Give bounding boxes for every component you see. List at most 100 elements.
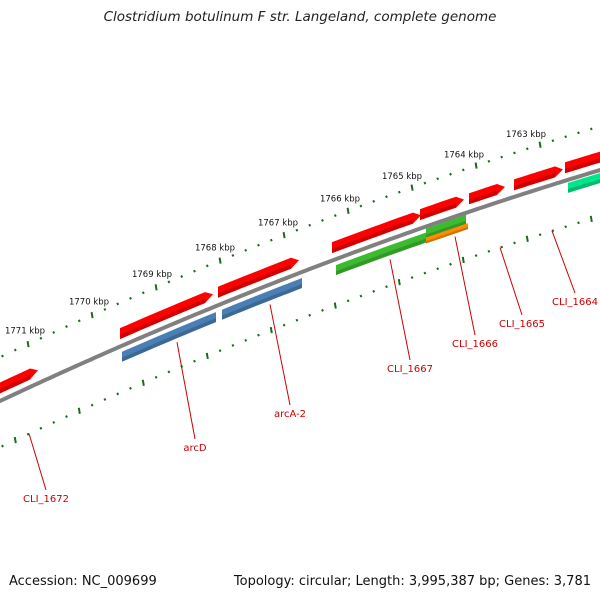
minor-tick: [129, 296, 132, 300]
gene-arca-2-feature[interactable]: [222, 278, 302, 320]
minor-tick: [385, 195, 388, 199]
gene-feature[interactable]: [426, 223, 468, 244]
minor-tick: [589, 127, 593, 131]
minor-tick: [154, 375, 158, 379]
minor-tick: [193, 269, 196, 273]
gene-cli-1663-feature[interactable]: [565, 148, 600, 174]
major-tick: [90, 311, 94, 319]
minor-tick: [231, 343, 235, 347]
minor-tick: [167, 280, 171, 284]
minor-tick: [551, 139, 555, 143]
minor-tick: [218, 349, 222, 353]
major-tick: [461, 256, 465, 264]
minor-tick: [513, 151, 516, 155]
major-tick: [218, 257, 222, 264]
minor-tick: [474, 254, 478, 258]
major-tick: [205, 352, 209, 360]
minor-tick: [500, 155, 504, 159]
gene-arcd-feature[interactable]: [122, 312, 216, 362]
scale-tick-label: 1763 kbp: [506, 130, 546, 140]
gene-cli-1667-feature[interactable]: [336, 232, 426, 276]
major-tick: [474, 162, 478, 169]
scale-tick-labels: 1763 kbp 1764 kbp 1765 kbp 1766 kbp 1767 kbp…: [5, 130, 546, 336]
minor-tick: [372, 199, 376, 203]
minor-tick: [423, 181, 427, 185]
scale-tick-label: 1764 kbp: [444, 150, 484, 160]
leader-line: [499, 247, 523, 316]
minor-tick: [129, 386, 132, 390]
gene-label[interactable]: arcA-2: [274, 409, 306, 420]
scale-tick-label: 1771 kbp: [5, 326, 45, 336]
minor-tick: [577, 221, 580, 225]
gene-label[interactable]: CLI_1665: [499, 319, 545, 330]
minor-tick: [449, 262, 452, 266]
major-tick: [269, 326, 273, 334]
minor-tick: [26, 432, 30, 436]
gene-cli-1665-feature[interactable]: [469, 184, 505, 205]
gene-label[interactable]: CLI_1666: [452, 339, 498, 350]
gene-feature[interactable]: [218, 257, 299, 298]
map-title: Clostridium botulinum F str. Langeland, …: [103, 9, 497, 25]
minor-tick: [487, 249, 491, 253]
minor-tick: [346, 299, 350, 303]
minor-tick: [244, 248, 248, 252]
minor-tick: [103, 398, 107, 401]
minor-tick: [13, 348, 17, 352]
major-tick: [282, 231, 286, 239]
minor-tick: [359, 294, 363, 298]
minor-tick: [205, 264, 209, 268]
gene-label[interactable]: CLI_1667: [387, 364, 433, 375]
minor-tick: [180, 275, 184, 278]
minor-tick: [359, 204, 363, 208]
minor-tick: [538, 233, 542, 237]
minor-tick: [90, 403, 94, 407]
minor-tick: [487, 159, 491, 163]
gene-label[interactable]: CLI_1664: [552, 297, 598, 308]
major-tick: [525, 235, 529, 242]
leader-line: [551, 230, 576, 294]
major-tick: [538, 141, 542, 148]
leader-line: [269, 304, 291, 406]
minor-tick: [52, 330, 56, 334]
minor-tick: [577, 131, 580, 135]
minor-tick: [461, 168, 465, 172]
major-tick: [333, 302, 337, 309]
minor-tick: [449, 172, 452, 176]
minor-tick: [321, 218, 324, 222]
leader-line: [176, 342, 196, 440]
minor-tick: [52, 420, 56, 424]
minor-tick: [564, 225, 568, 229]
minor-tick: [39, 426, 43, 430]
minor-tick: [193, 359, 196, 363]
major-tick: [13, 436, 17, 444]
gene-feature[interactable]: [420, 196, 464, 221]
major-tick: [26, 340, 30, 348]
accession-text: Accession: NC_009699: [9, 574, 157, 589]
minor-tick: [410, 276, 414, 280]
leader-line: [28, 433, 47, 491]
minor-tick: [308, 313, 312, 317]
major-tick: [141, 379, 145, 386]
gene-feature[interactable]: [120, 292, 213, 340]
gene-features: [0, 148, 600, 399]
scale-tick-label: 1767 kbp: [258, 218, 298, 228]
minor-tick: [65, 415, 68, 419]
gene-label[interactable]: arcD: [183, 443, 207, 454]
gene-cli-1672-feature[interactable]: [0, 368, 38, 399]
minor-tick: [436, 177, 440, 181]
leader-line: [454, 236, 476, 336]
scale-tick-label: 1766 kbp: [320, 195, 360, 205]
minor-tick: [1, 354, 4, 358]
minor-tick: [551, 229, 555, 233]
genome-summary-text: Topology: circular; Length: 3,995,387 bp…: [233, 574, 591, 589]
major-tick: [154, 284, 158, 291]
minor-tick: [39, 336, 43, 340]
minor-tick: [269, 238, 273, 242]
gene-cli-1664-feature[interactable]: [514, 166, 563, 191]
minor-tick: [77, 319, 81, 323]
gene-label[interactable]: CLI_1672: [23, 494, 69, 505]
minor-tick: [564, 135, 568, 139]
gene-feature[interactable]: [568, 170, 600, 193]
gene-feature[interactable]: [332, 212, 421, 254]
